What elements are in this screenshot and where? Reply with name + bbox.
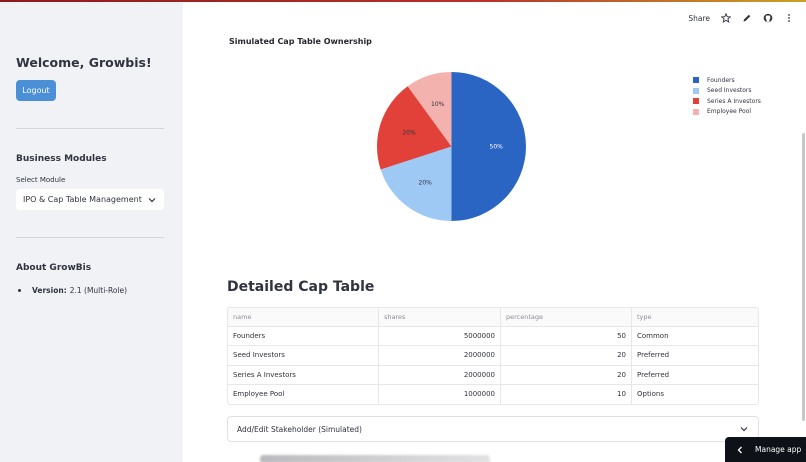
table-cell-name: Seed Investors (228, 346, 379, 365)
bullet-icon (18, 289, 21, 292)
legend-item[interactable]: Founders (693, 75, 761, 86)
top-accent-bar (0, 0, 806, 2)
table-cell-name: Employee Pool (228, 384, 379, 404)
table-cell-percentage: 20 (501, 365, 632, 384)
table-title: Detailed Cap Table (227, 279, 375, 295)
more-vert-icon[interactable] (784, 13, 794, 23)
about-heading: About GrowBis (16, 263, 92, 273)
manage-app-label: Manage app (755, 445, 802, 454)
module-select-value: IPO & Cap Table Management (23, 195, 142, 204)
table-row[interactable]: Founders 5000000 50 Common (228, 327, 758, 347)
column-header-shares[interactable]: shares (379, 308, 501, 327)
table-header-row: name shares percentage type (228, 308, 758, 328)
manage-app-button[interactable]: Manage app (725, 437, 806, 462)
clipped-heading (260, 455, 490, 462)
module-select[interactable]: IPO & Cap Table Management (16, 189, 164, 210)
pie-slice-series-a-investors[interactable] (377, 86, 452, 170)
sidebar-divider (16, 128, 164, 129)
chart-title: Simulated Cap Table Ownership (229, 37, 372, 46)
pie-chart: 50% 20% 20% 10% (376, 71, 527, 222)
table-cell-percentage: 10 (501, 384, 632, 404)
column-header-percentage[interactable]: percentage (501, 308, 632, 327)
pie-slice-label: 20% (402, 130, 416, 137)
pencil-icon[interactable] (742, 13, 752, 23)
main-scrollbar[interactable] (802, 133, 805, 421)
column-header-name[interactable]: name (228, 308, 379, 327)
table-cell-type: Common (637, 332, 669, 341)
chart-legend: Founders Seed Investors Series A Investors… (693, 75, 761, 117)
table-cell-type: Preferred (637, 370, 670, 379)
add-edit-stakeholder-expander[interactable]: Add/Edit Stakeholder (Simulated) (227, 416, 759, 442)
table-cell-shares: 5000000 (379, 327, 501, 346)
table-cell-type: Preferred (637, 351, 670, 360)
table-cell-percentage: 50 (501, 327, 632, 346)
legend-swatch (693, 87, 699, 94)
version-list-item: Version: 2.1 (Multi-Role) (18, 286, 127, 295)
star-icon[interactable] (721, 13, 731, 23)
sidebar (0, 2, 183, 462)
welcome-heading: Welcome, Growbis! (16, 55, 152, 70)
version-label: Version: (32, 286, 67, 295)
legend-swatch (693, 108, 699, 115)
business-modules-heading: Business Modules (16, 154, 107, 164)
table-row[interactable]: Series A Investors 2000000 20 Preferred (228, 365, 758, 385)
version-value: 2.1 (Multi-Role) (69, 286, 128, 295)
table-row[interactable]: Employee Pool 1000000 10 Options (228, 384, 758, 404)
pie-chart-svg: 50% 20% 20% 10% (377, 72, 526, 222)
select-module-label: Select Module (16, 176, 66, 184)
cap-table[interactable]: name shares percentage type Founders 5000000 5… (227, 307, 759, 405)
legend-swatch (693, 77, 699, 84)
pie-slice-employee-pool[interactable] (407, 72, 452, 147)
table-row[interactable]: Seed Investors 2000000 20 Preferred (228, 346, 758, 366)
legend-item[interactable]: Seed Investors (693, 86, 761, 97)
legend-label: Series A Investors (707, 97, 761, 105)
logout-button[interactable]: Logout (16, 80, 56, 101)
legend-label: Seed Investors (707, 87, 752, 95)
pie-slice-label: 20% (419, 180, 433, 187)
github-icon[interactable] (763, 13, 773, 23)
pie-slice-label: 50% (490, 144, 504, 151)
chevron-down-icon (148, 197, 156, 202)
chevron-down-icon (740, 427, 748, 432)
column-header-type[interactable]: type (637, 313, 652, 322)
pie-slice-label: 10% (431, 101, 445, 108)
expander-label: Add/Edit Stakeholder (Simulated) (237, 424, 362, 434)
share-button[interactable]: Share (688, 13, 710, 23)
table-cell-name: Founders (228, 327, 379, 346)
table-cell-name: Series A Investors (228, 365, 379, 384)
legend-label: Employee Pool (707, 108, 752, 116)
table-cell-shares: 1000000 (379, 384, 501, 404)
table-cell-percentage: 20 (501, 346, 632, 365)
pie-slice-founders[interactable] (451, 72, 526, 221)
header-toolbar: Share (688, 13, 794, 23)
legend-swatch (693, 98, 699, 105)
table-cell-type: Options (637, 390, 665, 399)
table-cell-shares: 2000000 (379, 346, 501, 365)
pie-slice-seed-investors[interactable] (380, 146, 452, 222)
legend-item[interactable]: Employee Pool (693, 107, 761, 118)
sidebar-divider (16, 237, 164, 238)
legend-item[interactable]: Series A Investors (693, 96, 761, 107)
chevron-left-icon (737, 446, 742, 453)
table-cell-shares: 2000000 (379, 365, 501, 384)
legend-label: Founders (707, 76, 735, 84)
